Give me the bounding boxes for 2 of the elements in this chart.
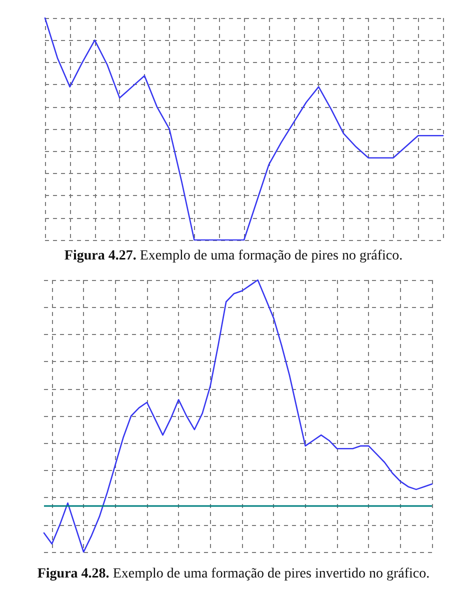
text: Figura 4.27. Exemplo de uma formação de pires no gráfico. bbox=[64, 248, 403, 264]
text: Figura 4.28. Exemplo de uma formação de pires invertido no gráfico. bbox=[37, 566, 430, 582]
